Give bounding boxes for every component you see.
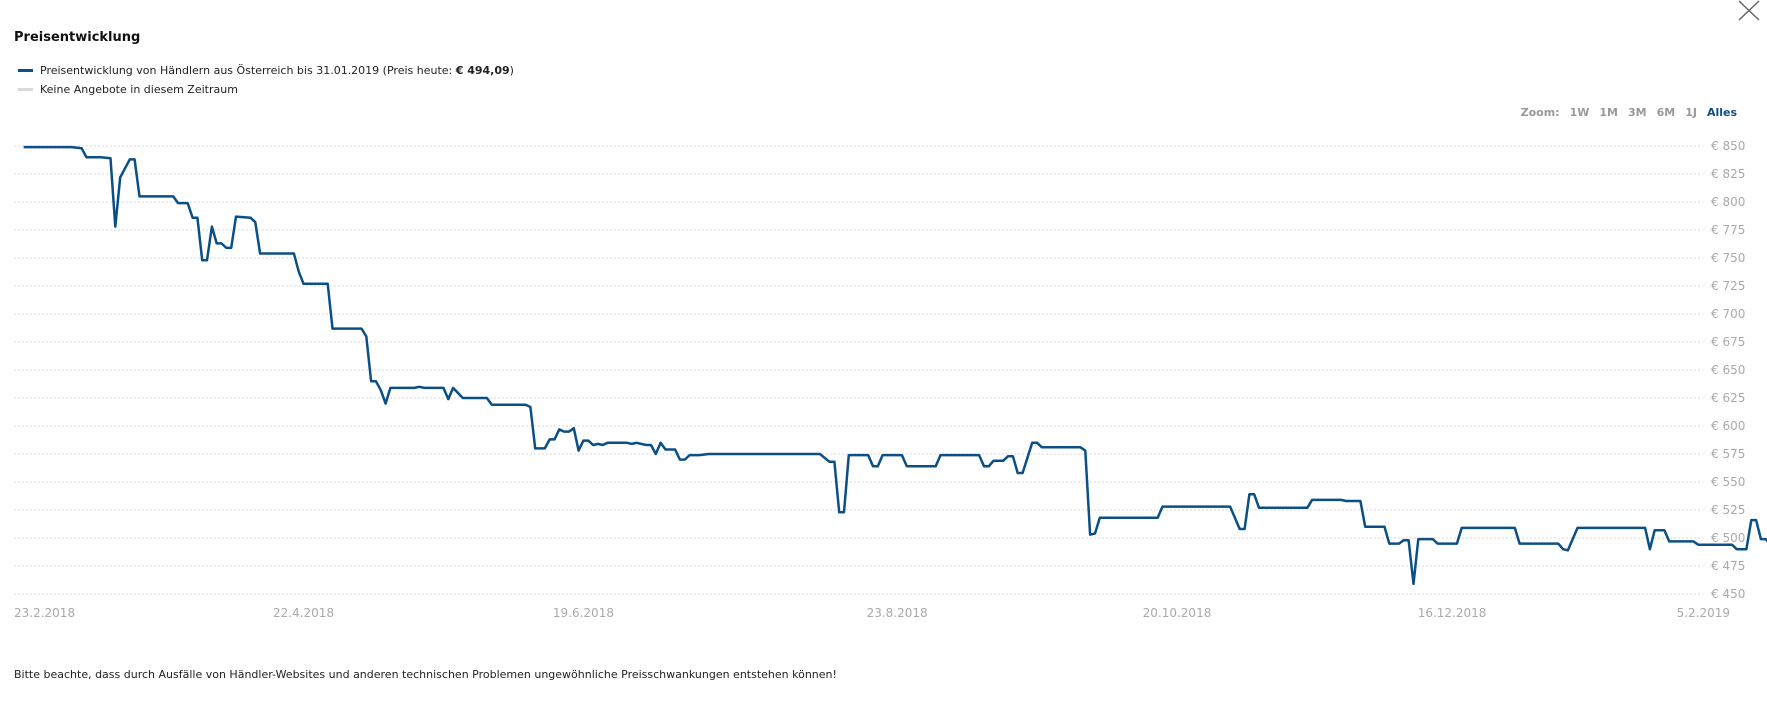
- legend-item-price[interactable]: Preisentwicklung von Händlern aus Österr…: [18, 61, 514, 80]
- zoom-1j-button[interactable]: 1J: [1685, 106, 1697, 119]
- zoom-1m-button[interactable]: 1M: [1599, 106, 1618, 119]
- y-tick-label: € 775: [1711, 223, 1745, 237]
- y-tick-label: € 450: [1711, 587, 1745, 601]
- y-tick-label: € 850: [1711, 139, 1745, 153]
- y-axis-labels: € 850 € 825 € 800 € 775 € 750 € 725 € 700 € 675…: [1711, 139, 1745, 601]
- legend-label-no-offers: Keine Angebote in diesem Zeitraum: [40, 83, 238, 96]
- y-tick-label: € 525: [1711, 503, 1745, 517]
- y-tick-label: € 475: [1711, 559, 1745, 573]
- zoom-3m-button[interactable]: 3M: [1627, 106, 1647, 119]
- y-tick-label: € 800: [1711, 195, 1745, 209]
- y-tick-label: € 500: [1711, 531, 1745, 545]
- grid-lines: [14, 145, 1703, 595]
- x-tick-label: 20.10.2018: [1143, 606, 1212, 620]
- legend-item-no-offers[interactable]: Keine Angebote in diesem Zeitraum: [18, 80, 514, 99]
- y-tick-label: € 575: [1711, 447, 1745, 461]
- legend-text-suffix: ): [509, 64, 514, 77]
- chart-title: Preisentwicklung: [14, 30, 141, 45]
- y-tick-label: € 700: [1711, 307, 1745, 321]
- legend-label-price: Preisentwicklung von Händlern aus Österr…: [40, 64, 514, 77]
- close-icon[interactable]: [1735, 0, 1763, 24]
- y-tick-label: € 650: [1711, 363, 1745, 377]
- legend-text-prefix: Preisentwicklung von Händlern aus Österr…: [40, 64, 456, 77]
- zoom-label: Zoom:: [1520, 106, 1560, 119]
- series-line[interactable]: [23, 145, 1767, 586]
- x-tick-label: 19.6.2018: [553, 606, 614, 620]
- zoom-bar: Zoom: 1W 1M 3M 6M 1J Alles: [1521, 106, 1737, 119]
- y-tick-label: € 750: [1711, 251, 1745, 265]
- x-tick-label: 23.2.2018: [14, 606, 75, 620]
- legend: Preisentwicklung von Händlern aus Österr…: [18, 61, 514, 99]
- zoom-alles-button[interactable]: Alles: [1706, 106, 1737, 119]
- x-tick-label: 5.2.2019: [1677, 606, 1730, 620]
- current-price: € 494,09: [455, 64, 510, 77]
- close-button[interactable]: [1735, 0, 1763, 24]
- series-layer: [23, 145, 1767, 586]
- x-axis-labels: 23.2.2018 22.4.2018 19.6.2018 23.8.2018 20.1…: [14, 606, 1730, 620]
- legend-swatch-price: [18, 69, 33, 72]
- zoom-1w-button[interactable]: 1W: [1569, 106, 1590, 119]
- disclaimer-note: Bitte beachte, dass durch Ausfälle von H…: [14, 668, 837, 681]
- y-tick-label: € 600: [1711, 419, 1745, 433]
- zoom-6m-button[interactable]: 6M: [1656, 106, 1676, 119]
- y-tick-label: € 625: [1711, 391, 1745, 405]
- y-tick-label: € 725: [1711, 279, 1745, 293]
- legend-swatch-no-offers: [18, 88, 33, 91]
- x-tick-label: 23.8.2018: [867, 606, 928, 620]
- y-tick-label: € 675: [1711, 335, 1745, 349]
- y-tick-label: € 550: [1711, 475, 1745, 489]
- y-tick-label: € 825: [1711, 167, 1745, 181]
- x-tick-label: 16.12.2018: [1418, 606, 1487, 620]
- x-tick-label: 22.4.2018: [273, 606, 334, 620]
